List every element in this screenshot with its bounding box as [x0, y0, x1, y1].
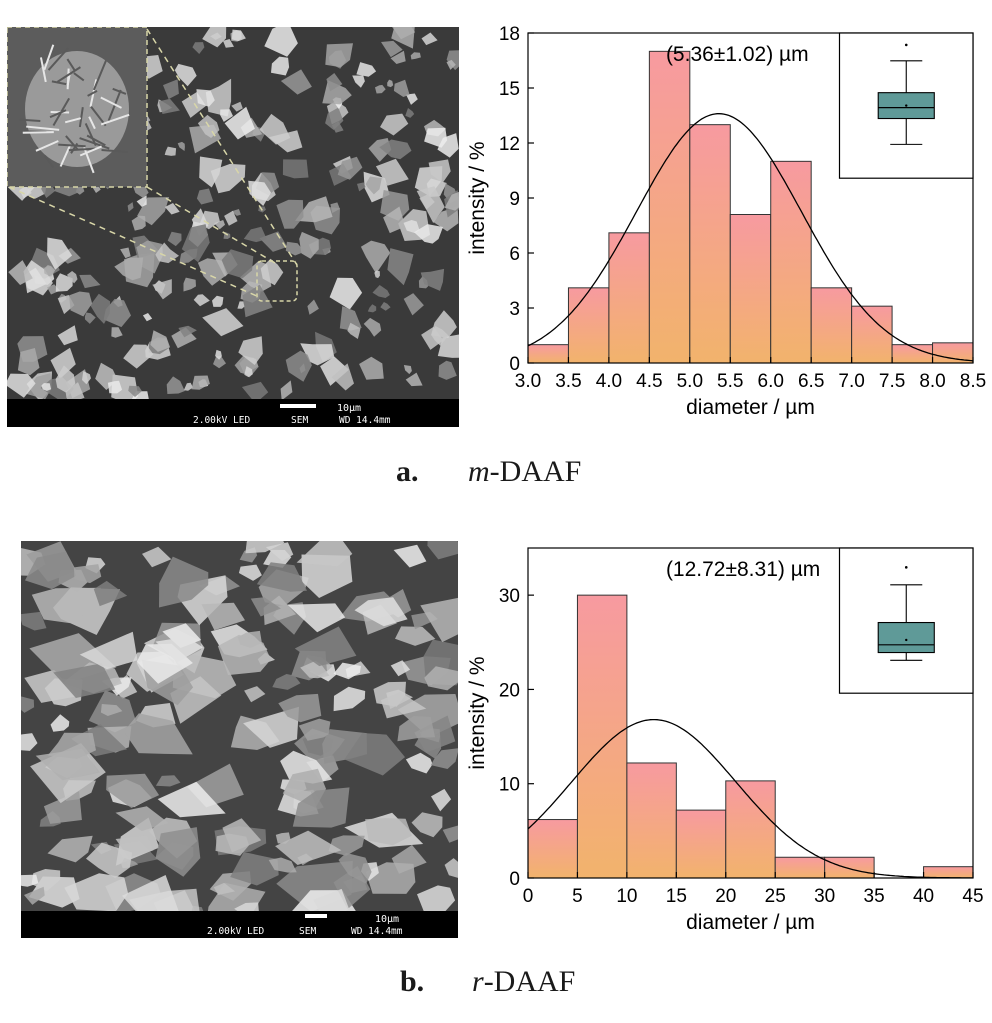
boxplot-mean	[905, 104, 908, 107]
histogram-svg-a: 3.0 3.5 4.0 4.5 5.0 5.5 6.0 6.5 7.0 7.5 8.0 8.5 0 3 6 9…	[466, 24, 986, 419]
histogram-bar	[729, 214, 772, 364]
y-axis-label: intensity / %	[466, 141, 489, 254]
x-tick-label: 10	[616, 886, 637, 907]
sem-wd-a: WD 14.4mm	[339, 415, 391, 426]
x-tick-label: 35	[864, 886, 885, 907]
sem-particles-a	[7, 27, 459, 410]
x-tick-label: 15	[666, 886, 687, 907]
panel-caption-b: b. r-DAAF	[400, 965, 575, 999]
x-tick-label: 4.5	[636, 371, 662, 392]
histogram-bar	[725, 780, 776, 879]
sample-name-rest-a: -DAAF	[489, 455, 582, 488]
y-tick-label: 12	[499, 134, 520, 155]
scale-bar-a	[280, 404, 316, 408]
histogram-bar	[576, 594, 628, 879]
x-tick-label: 4.0	[596, 371, 622, 392]
x-tick-label: 3.5	[555, 371, 581, 392]
x-tick-label: 8.0	[919, 371, 945, 392]
x-tick-label: 5.5	[717, 371, 743, 392]
histogram-bar	[527, 819, 578, 879]
boxplot-outlier	[904, 566, 908, 569]
y-tick-label: 15	[499, 79, 520, 100]
sem-inset-a	[7, 27, 298, 302]
histogram-bar	[810, 287, 853, 364]
histogram-bar	[567, 287, 610, 364]
histogram-bar	[675, 809, 727, 879]
y-tick-label: 6	[509, 244, 520, 265]
x-tick-label: 7.0	[838, 371, 864, 392]
x-tick-label: 3.0	[515, 371, 541, 392]
sem-footer-a	[7, 399, 459, 427]
x-tick-label: 5	[572, 886, 583, 907]
histogram-bar	[774, 856, 826, 879]
y-axis-label: intensity / %	[466, 656, 489, 769]
sem-micrograph-a: 10µm 2.00kV LED SEM WD 14.4mm	[7, 27, 459, 427]
scale-label-a: 10µm	[337, 403, 361, 414]
x-tick-label: 7.5	[879, 371, 905, 392]
scale-label-b: 10µm	[375, 914, 399, 925]
x-tick-label: 6.5	[798, 371, 824, 392]
sem-detector-b: SEM	[299, 926, 316, 937]
y-tick-label: 3	[509, 299, 520, 320]
x-tick-label: 45	[962, 886, 983, 907]
boxplot-box	[877, 621, 935, 654]
x-tick-label: 0	[523, 886, 534, 907]
sem-particles-b	[21, 541, 458, 938]
histogram-svg-b: 0 5 10 15 20 25 30 35 40 45 0 10 20 30 diameter / µm in…	[466, 547, 984, 934]
mean-sd-annotation: (5.36±1.02) µm	[666, 43, 809, 66]
sem-micrograph-b: 10µm 2.00kV LED SEM WD 14.4mm	[21, 541, 458, 938]
y-tick-label: 10	[499, 775, 520, 796]
x-tick-label: 40	[913, 886, 934, 907]
boxplot-mean	[905, 638, 908, 642]
sem-footer-b	[21, 911, 458, 938]
x-tick-label: 25	[765, 886, 786, 907]
sem-detector-a: SEM	[291, 415, 308, 426]
sem-voltage-a: 2.00kV LED	[193, 415, 250, 426]
boxplot-outlier	[904, 43, 908, 47]
y-tick-label: 30	[499, 586, 520, 607]
panel-letter-b: b.	[400, 965, 425, 998]
sample-name-rest-b: -DAAF	[483, 965, 576, 998]
y-tick-label: 18	[499, 24, 520, 45]
mean-sd-annotation: (12.72±8.31) µm	[666, 558, 820, 581]
sem-image-a: 10µm 2.00kV LED SEM WD 14.4mm	[7, 27, 459, 427]
x-tick-label: 30	[814, 886, 835, 907]
normal-fit-curve	[527, 718, 973, 879]
scale-bar-b	[305, 914, 327, 918]
x-tick-label: 6.0	[758, 371, 784, 392]
histogram-bar	[648, 50, 691, 364]
sem-voltage-b: 2.00kV LED	[207, 926, 264, 937]
x-tick-label: 20	[715, 886, 736, 907]
histogram-bar	[689, 124, 731, 364]
y-tick-label: 20	[499, 680, 520, 701]
histogram-bar	[923, 866, 974, 879]
sample-name-italic-b: r	[472, 965, 484, 998]
x-tick-label: 8.5	[960, 371, 986, 392]
sem-wd-b: WD 14.4mm	[351, 926, 403, 937]
plot-frame	[527, 547, 974, 879]
panel-caption-a: a. m-DAAF	[396, 455, 581, 489]
histogram-bar	[824, 856, 875, 879]
x-tick-label: 5.0	[677, 371, 703, 392]
y-tick-label: 9	[509, 189, 520, 210]
y-tick-label: 0	[509, 869, 520, 890]
histogram-bar	[527, 344, 569, 364]
histogram-bar	[851, 305, 893, 364]
y-tick-label: 0	[509, 354, 520, 375]
panel-letter-a: a.	[396, 455, 419, 488]
x-axis-label: diameter / µm	[686, 396, 815, 419]
histogram-chart-b: 0 5 10 15 20 25 30 35 40 45 0 10 20 30 diameter / µm in…	[455, 535, 985, 955]
histogram-chart-a: 3.0 3.5 4.0 4.5 5.0 5.5 6.0 6.5 7.0 7.5 8.0 8.5 0 3 6 9…	[455, 20, 986, 440]
sample-name-italic-a: m	[468, 455, 490, 488]
x-axis-label: diameter / µm	[686, 911, 815, 934]
histogram-bar	[626, 762, 677, 879]
histogram-bar	[608, 232, 650, 364]
sem-image-b: 10µm 2.00kV LED SEM WD 14.4mm	[21, 541, 458, 938]
normal-fit-curve	[527, 113, 974, 362]
